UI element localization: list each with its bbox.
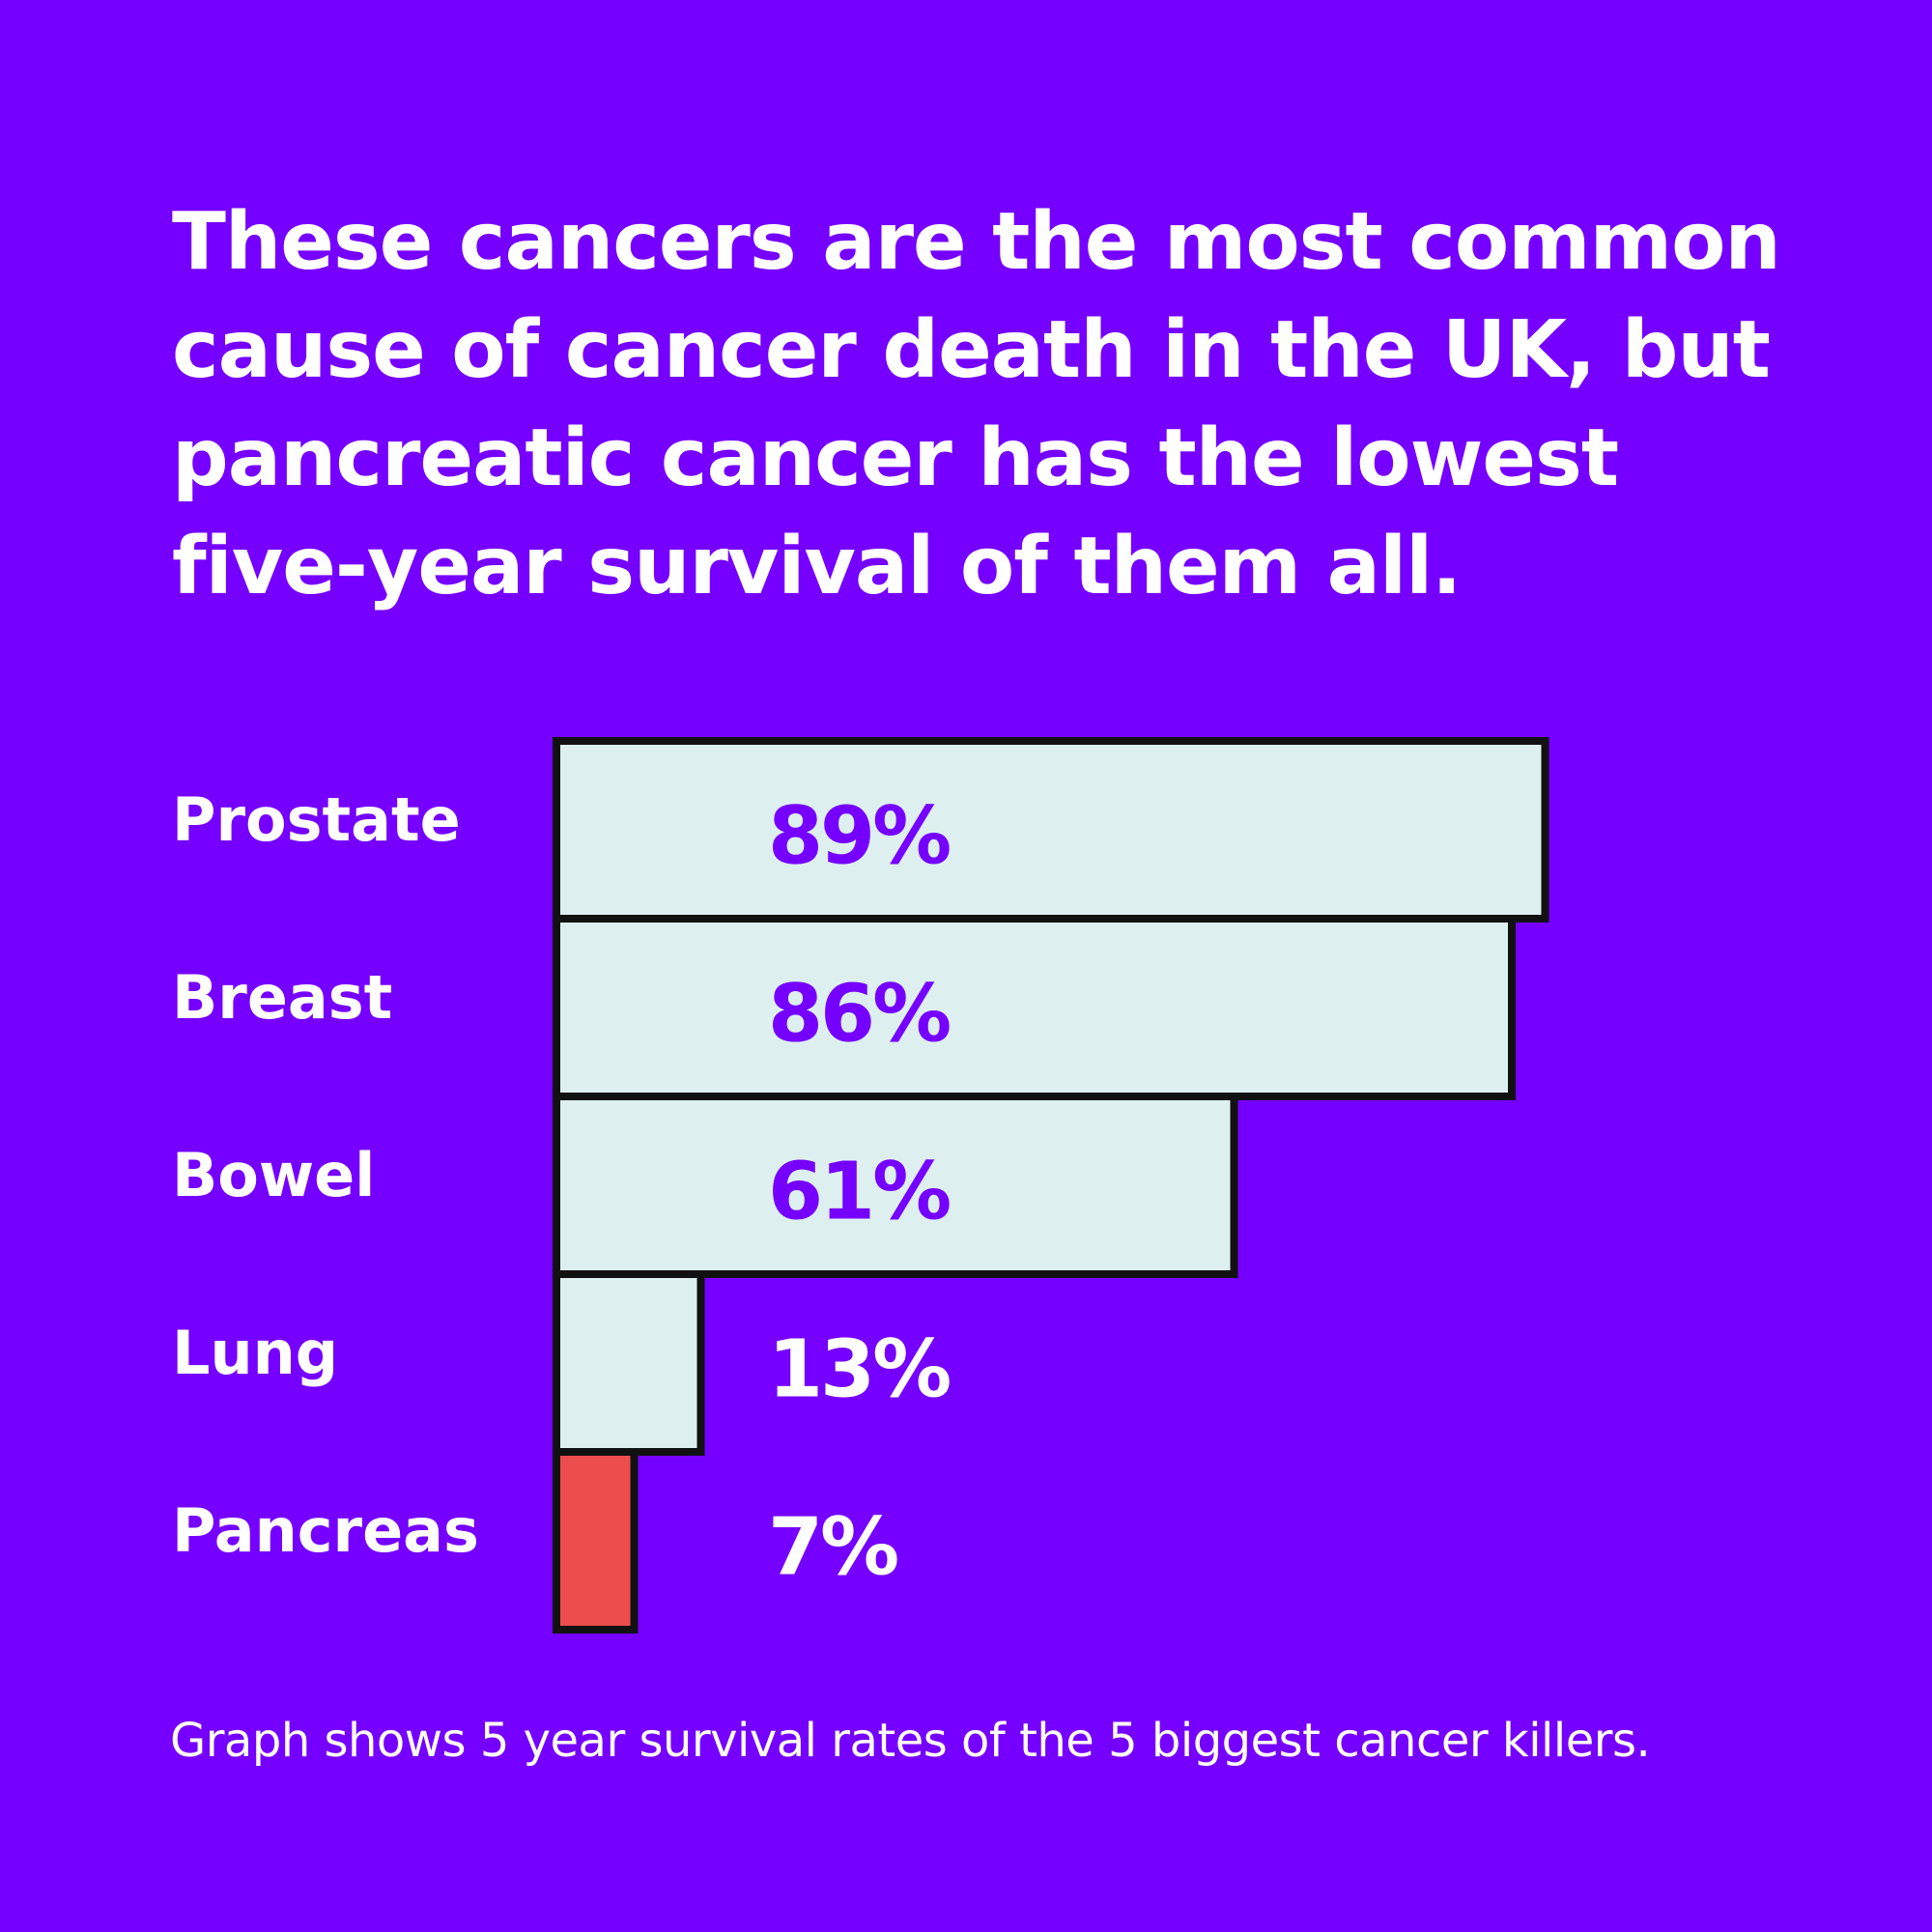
value-label-prostate: 89% <box>768 790 950 882</box>
bar-lung <box>553 1270 705 1456</box>
headline: These cancers are the most common cause … <box>172 196 1781 612</box>
bar-group-pancreas: Pancreas 7% <box>172 1448 900 1634</box>
category-label-prostate: Prostate <box>172 784 461 855</box>
bar-group-breast: Breast 86% <box>172 915 1516 1100</box>
value-label-pancreas: 7% <box>768 1501 897 1593</box>
category-label-breast: Breast <box>172 962 392 1033</box>
value-label-lung: 13% <box>768 1323 950 1415</box>
bar-prostate <box>553 737 1549 923</box>
bar-breast <box>553 915 1516 1100</box>
value-label-breast: 86% <box>768 968 950 1060</box>
bar-pancreas <box>553 1448 639 1634</box>
bar-group-lung: Lung 13% <box>172 1270 952 1456</box>
category-label-pancreas: Pancreas <box>172 1495 479 1566</box>
bar-bowel <box>553 1093 1238 1278</box>
category-label-bowel: Bowel <box>172 1140 375 1210</box>
value-label-bowel: 61% <box>768 1146 950 1237</box>
footnote: Graph shows 5 year survival rates of the… <box>170 1714 1651 1768</box>
category-label-lung: Lung <box>172 1318 338 1388</box>
bar-group-bowel: Bowel 61% <box>172 1093 1238 1278</box>
bar-group-prostate: Prostate 89% <box>172 737 1549 923</box>
